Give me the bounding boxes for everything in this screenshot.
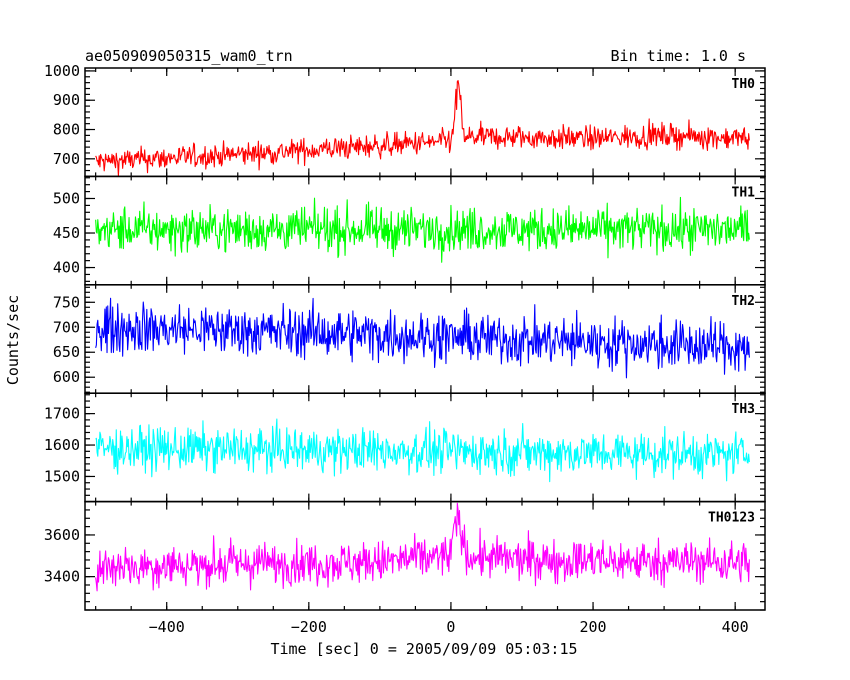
y-tick-label: 400 (53, 259, 80, 277)
panel-label-th0: TH0 (732, 77, 756, 92)
y-tick-label: 800 (53, 121, 80, 139)
x-axis-label: Time [sec] 0 = 2005/09/09 05:03:15 (270, 640, 577, 658)
y-tick-label: 450 (53, 224, 80, 242)
y-axis-label: Counts/sec (4, 295, 22, 385)
y-tick-label: 1000 (44, 62, 80, 80)
y-tick-label: 1700 (44, 405, 80, 423)
series-th2 (95, 297, 750, 379)
y-tick-label: 650 (53, 343, 80, 361)
x-tick-label: −200 (291, 618, 327, 636)
y-tick-label: 3400 (44, 568, 80, 586)
panel-label-th3: TH3 (732, 402, 755, 417)
y-tick-label: 3600 (44, 526, 80, 544)
y-tick-label: 700 (53, 150, 80, 168)
series-th0 (95, 79, 750, 177)
series-th3 (95, 418, 750, 483)
x-tick-label: 400 (722, 618, 749, 636)
panels-group: 700 800 900 1000 TH0 400 450 500 TH1 600 650 700 750… (44, 62, 766, 611)
panel-th2: 600 650 700 750 TH2 (53, 284, 766, 394)
x-tick-label: 200 (579, 618, 606, 636)
y-tick-label: 1600 (44, 436, 80, 454)
y-tick-label: 750 (53, 293, 80, 311)
y-tick-label: 500 (53, 189, 80, 207)
x-tick-label: −400 (149, 618, 185, 636)
panel-label-th0123: TH0123 (708, 511, 755, 526)
chart-title: ae050909050315_wam0_trn (85, 47, 293, 65)
y-tick-label: 700 (53, 318, 80, 336)
series-th0123 (95, 502, 750, 592)
x-tick-label: 0 (446, 618, 455, 636)
panel-label-th2: TH2 (732, 294, 755, 309)
x-axis: −400 −200 0 200 400 (149, 618, 749, 636)
y-tick-label: 1500 (44, 467, 80, 485)
panel-th0: 700 800 900 1000 TH0 (44, 62, 766, 178)
y-tick-label: 600 (53, 368, 80, 386)
panel-th0123: 3400 3600 TH0123 (44, 500, 766, 611)
panel-frame (84, 500, 766, 611)
panel-th3: 1500 1600 1700 TH3 (44, 392, 766, 503)
bin-time-label: Bin time: 1.0 s (611, 47, 746, 65)
y-tick-label: 900 (53, 91, 80, 109)
series-th1 (95, 196, 750, 263)
panel-label-th1: TH1 (732, 185, 756, 200)
panel-th1: 400 450 500 TH1 (53, 175, 766, 286)
